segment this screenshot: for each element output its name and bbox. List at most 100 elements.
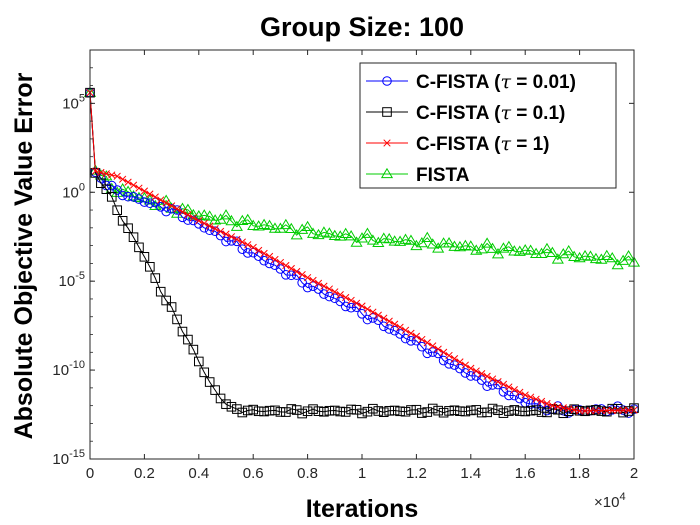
legend-label: FISTA [416,165,470,186]
data-point [404,234,418,245]
data-point [112,185,122,195]
data-point [438,355,449,366]
data-point [444,359,454,369]
data-point [145,198,155,208]
data-point [406,336,416,346]
data-point [187,208,200,220]
data-point [260,249,268,258]
data-point [134,242,144,253]
data-point [498,408,509,418]
data-point [557,247,570,259]
data-point [568,250,581,261]
data-point [118,175,127,183]
data-point [366,234,379,245]
data-point [336,291,344,299]
data-point [347,296,355,305]
x-tick-label: 0 [86,465,94,482]
data-point [592,407,600,415]
x-tick-label: 1.8 [569,465,590,482]
data-point [586,407,595,415]
data-point [378,407,389,418]
data-point [417,408,427,418]
data-point [285,222,298,234]
data-point [608,406,616,415]
data-point [394,235,407,246]
x-axis-label: Iterations [306,495,419,523]
data-point [116,183,129,194]
data-point [466,371,476,381]
data-point [309,276,317,285]
data-point [195,217,203,225]
data-point [456,358,464,366]
data-point [476,407,487,418]
data-point [478,369,486,378]
data-point [258,218,271,229]
data-point [135,184,143,192]
data-point [241,213,254,225]
data-point [362,406,373,417]
data-point [400,406,411,417]
y-tick-base: 10 [59,273,76,290]
data-point [157,196,165,204]
data-point [128,192,139,202]
chart-title: Group Size: 100 [260,12,464,42]
data-point [373,315,384,326]
data-point [546,246,559,257]
data-point [290,229,303,240]
data-point [222,230,230,238]
data-point [417,341,427,352]
data-point [203,210,216,221]
data-point [301,220,314,232]
data-point [369,308,377,316]
data-point [178,208,187,216]
legend-label-suffix: = 0.01) [511,72,576,93]
data-point [383,232,396,244]
y-tick-exponent: 0 [79,181,85,193]
data-point [216,227,225,236]
data-point [325,285,334,293]
data-point [270,405,280,416]
data-point [151,193,159,201]
data-point [345,230,358,241]
data-point [123,191,133,202]
legend: C-FISTA (τ = 0.01)C-FISTA (τ = 0.1)C-FIS… [359,62,617,189]
data-point [505,383,513,391]
legend-label-tau: τ [500,71,511,93]
x-tick-label: 1.4 [460,465,481,482]
data-point [426,238,439,249]
data-point [421,231,434,242]
data-point [510,385,518,394]
data-point [472,367,480,375]
data-point [432,242,445,253]
data-point [603,406,611,415]
data-point [418,335,426,344]
data-point [493,405,503,416]
data-point [464,240,477,251]
data-point [172,314,182,325]
data-point [455,406,465,416]
data-point [227,233,236,241]
data-point [481,237,494,248]
data-point [606,251,619,263]
data-point [242,405,253,416]
data-point [524,244,537,255]
data-point [167,202,176,210]
data-point [526,393,535,401]
y-tick-label: 10-5 [59,270,85,290]
x-tick-label: 1.2 [406,465,427,482]
x-multiplier-label: ×104 [594,491,626,511]
data-point [101,184,112,194]
data-point [438,407,449,418]
data-point [352,299,361,307]
data-point [422,407,433,417]
data-point [357,309,367,319]
legend-marker [382,76,392,86]
data-point [486,242,499,253]
y-tick-base: 10 [52,451,69,468]
legend-item: C-FISTA (τ = 1) [366,133,550,155]
legend-marker [380,167,394,179]
data-point [252,220,265,231]
data-point [177,212,188,223]
data-point [112,205,123,216]
data-point [551,253,564,264]
